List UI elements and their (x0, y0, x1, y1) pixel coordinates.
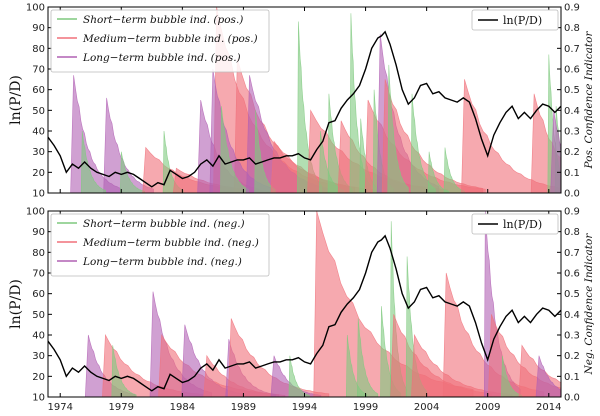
right-tick-label: 0.4 (564, 310, 580, 321)
right-tick-label: 0.6 (564, 269, 580, 280)
legend-left: Short−term bubble ind. (pos.) Medium−term… (50, 9, 270, 73)
right-tick-label: 0.5 (564, 289, 580, 300)
left-tick-label: 100 (26, 207, 45, 218)
right-tick-label: 0.1 (564, 168, 580, 179)
legend-left-box (50, 213, 270, 277)
legend-label: Short−term bubble ind. (pos.) (83, 14, 243, 26)
right-tick-label: 0.9 (564, 3, 580, 14)
right-axis-label: Pos. Confidence Indicator (583, 31, 595, 170)
legend-label: ln(P/D) (503, 14, 542, 27)
left-tick-label: 60 (32, 85, 45, 96)
legend-label: Long−term bubble ind. (neg.) (82, 256, 242, 268)
left-tick-label: 90 (32, 227, 45, 238)
legend-left-box (50, 9, 270, 73)
x-tick-label: 1984 (170, 402, 195, 413)
right-tick-label: 0.6 (564, 65, 580, 76)
right-tick-label: 0.4 (564, 106, 580, 117)
bubble-area-11 (220, 106, 250, 193)
bubble-area-2 (111, 345, 137, 397)
right-tick-label: 0.2 (564, 351, 580, 362)
legend-label: Short−term bubble ind. (neg.) (83, 218, 245, 230)
x-tick-label: 1989 (231, 402, 256, 413)
right-tick-label: 0.3 (564, 127, 580, 138)
bottom-panel: 10 20 30 40 50 60 70 80 90 100 0.0 0.1 0.2 0.3 0.4 0.5 0… (8, 207, 595, 414)
left-tick-label: 100 (26, 3, 45, 14)
bubble-areas (84, 211, 561, 397)
legend-right: ln(P/D) (471, 213, 559, 235)
left-tick-label: 30 (32, 147, 45, 158)
bubble-area-2 (80, 130, 106, 193)
legend-label: ln(P/D) (503, 218, 542, 231)
bubble-area-24 (535, 355, 561, 397)
bubble-area-10 (288, 355, 310, 397)
left-tick-label: 80 (32, 248, 45, 259)
left-tick-label: 20 (32, 372, 45, 383)
right-tick-label: 0.5 (564, 85, 580, 96)
right-tick-label: 0.9 (564, 207, 580, 218)
legend-label: Medium−term bubble ind. (neg.) (82, 237, 259, 249)
bubble-area-26 (387, 64, 409, 193)
legend-right-box (471, 213, 559, 235)
right-tick-label: 0.1 (564, 372, 580, 383)
left-axis-label: ln(P/D) (8, 279, 24, 329)
x-tick-label: 1999 (353, 402, 378, 413)
right-axis-label: Neg. Confidence Indicator (583, 233, 595, 376)
bubble-area-3 (119, 151, 145, 193)
x-tick-label: 1979 (109, 402, 134, 413)
legend-left: Short−term bubble ind. (neg.) Medium−term… (50, 213, 270, 277)
lnpd-line (48, 30, 561, 188)
right-tick-label: 0.8 (564, 23, 580, 34)
left-tick-label: 30 (32, 351, 45, 362)
right-tick-label: 0.7 (564, 44, 580, 55)
left-tick-label: 70 (32, 269, 45, 280)
left-tick-label: 20 (32, 168, 45, 179)
left-tick-label: 80 (32, 44, 45, 55)
bubble-area-13 (356, 318, 379, 397)
legend-label: Medium−term bubble ind. (pos.) (82, 33, 258, 45)
left-tick-label: 10 (32, 393, 45, 404)
left-axis-label: ln(P/D) (8, 75, 24, 125)
left-tick-label: 50 (32, 310, 45, 321)
left-tick-label: 40 (32, 331, 45, 342)
right-tick-label: 0.7 (564, 248, 580, 259)
legend-right-box (471, 9, 559, 31)
left-tick-label: 90 (32, 23, 45, 34)
x-tick-label: 1994 (292, 402, 317, 413)
left-tick-label: 10 (32, 189, 45, 200)
legend-label: Long−term bubble ind. (pos.) (82, 52, 241, 64)
x-tick-label: 2004 (414, 402, 439, 413)
right-tick-label: 0.8 (564, 227, 580, 238)
x-tick-label: 2014 (536, 402, 561, 413)
right-tick-label: 0.2 (564, 147, 580, 158)
right-tick-label: 0.0 (564, 393, 580, 404)
x-tick-label: 1974 (47, 402, 72, 413)
right-tick-label: 0.3 (564, 331, 580, 342)
bubble-areas (70, 7, 561, 193)
legend-right: ln(P/D) (471, 9, 559, 31)
lnpd-line (48, 234, 561, 392)
right-tick-label: 0.0 (564, 189, 580, 200)
left-tick-label: 40 (32, 127, 45, 138)
left-tick-label: 50 (32, 106, 45, 117)
left-tick-label: 70 (32, 65, 45, 76)
x-tick-label: 2009 (475, 402, 500, 413)
top-panel: 10 20 30 40 50 60 70 80 90 100 0.0 0.1 0.2 0.3 0.4 0.5 0… (8, 3, 595, 200)
left-tick-label: 60 (32, 289, 45, 300)
